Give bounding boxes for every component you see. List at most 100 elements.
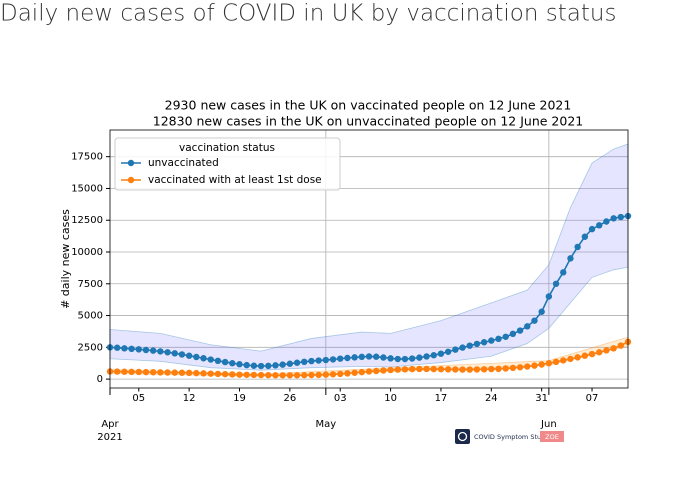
x-year-label: 2021 bbox=[97, 432, 122, 443]
data-point bbox=[286, 360, 294, 367]
data-point bbox=[480, 339, 488, 346]
data-point bbox=[538, 361, 545, 368]
x-tick-label: 03 bbox=[334, 393, 347, 404]
data-point bbox=[257, 371, 265, 379]
logo-badge bbox=[540, 431, 564, 442]
data-point bbox=[214, 370, 222, 378]
data-point bbox=[524, 323, 531, 330]
data-point bbox=[121, 368, 128, 375]
data-point bbox=[596, 222, 603, 229]
data-point bbox=[423, 353, 430, 360]
data-point bbox=[113, 344, 121, 351]
data-point bbox=[185, 352, 193, 359]
y-tick-label: 15000 bbox=[71, 183, 103, 194]
x-tick-label: 17 bbox=[435, 393, 448, 404]
data-point bbox=[545, 293, 553, 300]
data-point bbox=[200, 355, 207, 362]
data-point bbox=[279, 361, 286, 368]
data-point bbox=[588, 350, 596, 358]
y-tick-label: 12500 bbox=[71, 215, 103, 226]
data-point bbox=[394, 366, 401, 373]
data-point bbox=[372, 353, 380, 360]
data-point bbox=[466, 342, 473, 349]
data-point bbox=[171, 350, 178, 357]
data-point bbox=[344, 370, 351, 377]
data-point bbox=[538, 308, 545, 315]
data-point bbox=[135, 368, 142, 376]
data-point bbox=[279, 372, 286, 379]
plot-frame bbox=[109, 129, 629, 389]
data-point bbox=[394, 355, 401, 363]
data-point bbox=[495, 365, 502, 373]
x-tick-major-label: Apr bbox=[101, 419, 119, 430]
data-point bbox=[322, 371, 330, 378]
data-point bbox=[142, 368, 150, 376]
logo: COVID Symptom Study ZOE bbox=[455, 429, 564, 444]
x-tick-label: 05 bbox=[132, 393, 145, 404]
data-point bbox=[610, 215, 617, 222]
logo-badge-text: ZOE bbox=[545, 433, 559, 441]
data-point bbox=[502, 333, 509, 340]
data-point bbox=[516, 327, 524, 334]
x-tick-label: 07 bbox=[586, 393, 599, 404]
data-point bbox=[337, 370, 344, 378]
x-tick-label: 26 bbox=[283, 393, 296, 404]
page-heading: Daily new cases of COVID in UK by vaccin… bbox=[0, 1, 616, 27]
data-point bbox=[272, 362, 279, 369]
data-point bbox=[617, 342, 625, 349]
legend-label: unvaccinated bbox=[148, 157, 219, 169]
data-point bbox=[365, 368, 373, 375]
data-point bbox=[581, 352, 589, 359]
data-point bbox=[229, 360, 236, 367]
data-point bbox=[351, 354, 358, 361]
data-point bbox=[358, 368, 366, 376]
data-point bbox=[560, 357, 567, 364]
data-point bbox=[408, 365, 416, 373]
data-point bbox=[329, 371, 337, 378]
data-point bbox=[257, 362, 265, 370]
data-point bbox=[574, 354, 581, 361]
data-point bbox=[430, 352, 437, 359]
data-point bbox=[315, 357, 322, 364]
data-point bbox=[509, 364, 517, 372]
data-point bbox=[193, 353, 200, 361]
x-tick-label: 12 bbox=[183, 393, 196, 404]
data-point bbox=[567, 255, 574, 262]
data-point bbox=[437, 365, 445, 373]
data-point bbox=[495, 335, 502, 343]
data-point bbox=[351, 369, 358, 376]
data-point bbox=[488, 365, 495, 373]
data-point bbox=[200, 370, 207, 377]
logo-text: COVID Symptom Study bbox=[474, 433, 549, 441]
data-point bbox=[272, 372, 279, 379]
data-point bbox=[178, 369, 186, 376]
data-point bbox=[372, 367, 380, 375]
data-point bbox=[567, 355, 574, 363]
data-point bbox=[459, 366, 466, 373]
data-point bbox=[121, 345, 128, 352]
data-point bbox=[524, 363, 531, 370]
data-point bbox=[581, 233, 589, 240]
data-point bbox=[545, 360, 553, 367]
data-point bbox=[214, 357, 222, 365]
legend-box bbox=[114, 137, 341, 191]
data-point bbox=[301, 358, 308, 366]
legend-marker bbox=[127, 159, 135, 167]
data-point bbox=[207, 356, 214, 363]
data-point bbox=[236, 371, 243, 378]
data-point bbox=[243, 361, 250, 369]
data-point bbox=[178, 351, 186, 358]
data-point bbox=[610, 345, 617, 352]
x-tick-major-label: Jun bbox=[540, 419, 557, 430]
data-point bbox=[380, 354, 387, 361]
data-point bbox=[401, 355, 409, 363]
data-point bbox=[416, 365, 423, 373]
data-point bbox=[157, 369, 164, 376]
y-axis-label: # daily new cases bbox=[59, 209, 72, 309]
data-point bbox=[329, 356, 337, 363]
data-point bbox=[452, 346, 459, 353]
data-point bbox=[113, 368, 121, 375]
data-point bbox=[293, 372, 301, 379]
data-point bbox=[480, 366, 488, 373]
data-point bbox=[236, 361, 243, 368]
